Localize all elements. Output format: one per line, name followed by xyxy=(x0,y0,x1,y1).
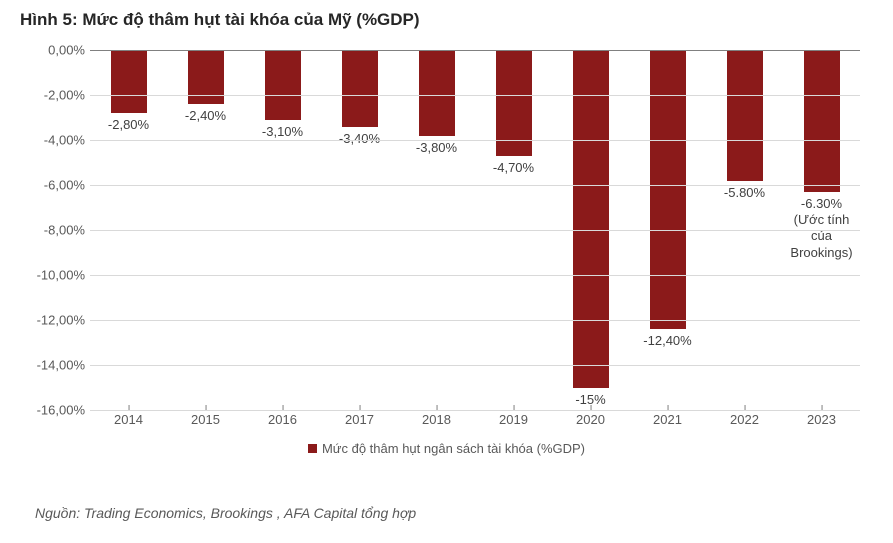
y-tick-label: -8,00% xyxy=(20,223,85,238)
x-tick-label: 2018 xyxy=(422,412,451,427)
x-tick-mark xyxy=(590,405,591,410)
grid-line xyxy=(90,230,860,231)
x-tick-mark xyxy=(359,405,360,410)
bar xyxy=(342,50,378,127)
bar xyxy=(727,50,763,181)
grid-line xyxy=(90,140,860,141)
grid-line xyxy=(90,95,860,96)
grid-line xyxy=(90,185,860,186)
baseline xyxy=(90,50,860,51)
legend-swatch xyxy=(308,444,317,453)
y-tick-label: -4,00% xyxy=(20,133,85,148)
legend: Mức độ thâm hụt ngân sách tài khóa (%GDP… xyxy=(20,440,873,456)
legend-text: Mức độ thâm hụt ngân sách tài khóa (%GDP… xyxy=(322,441,585,456)
bar-value-label: -3,10% xyxy=(262,124,303,140)
bar-value-label: -2,80% xyxy=(108,117,149,133)
x-tick-label: 2022 xyxy=(730,412,759,427)
x-tick-label: 2017 xyxy=(345,412,374,427)
bar xyxy=(111,50,147,113)
x-tick-label: 2020 xyxy=(576,412,605,427)
x-tick-mark xyxy=(282,405,283,410)
x-tick-mark xyxy=(205,405,206,410)
chart-title: Hình 5: Mức độ thâm hụt tài khóa của Mỹ … xyxy=(0,0,893,30)
plot-area: -2,80%-2,40%-3,10%-3,40%-3,80%-4,70%-15%… xyxy=(90,50,860,410)
x-tick-mark xyxy=(667,405,668,410)
y-tick-label: -12,00% xyxy=(20,313,85,328)
bar xyxy=(804,50,840,192)
chart-frame: 0,00% -2,00% -4,00% -6,00% -8,00% -10,00% -12,… xyxy=(20,40,873,460)
x-tick-label: 2023 xyxy=(807,412,836,427)
x-tick-label: 2014 xyxy=(114,412,143,427)
bar-value-label: -3,80% xyxy=(416,140,457,156)
bar xyxy=(419,50,455,136)
x-tick-label: 2021 xyxy=(653,412,682,427)
y-tick-label: -2,00% xyxy=(20,88,85,103)
bar-value-label: -2,40% xyxy=(185,108,226,124)
bar xyxy=(573,50,609,388)
source-text: Nguồn: Trading Economics, Brookings , AF… xyxy=(35,505,416,521)
bar-value-label: -5.80% xyxy=(724,185,765,201)
y-tick-label: -10,00% xyxy=(20,268,85,283)
y-tick-label: -14,00% xyxy=(20,358,85,373)
grid-line xyxy=(90,365,860,366)
x-tick-mark xyxy=(744,405,745,410)
bar xyxy=(265,50,301,120)
y-tick-label: -16,00% xyxy=(20,403,85,418)
x-tick-mark xyxy=(128,405,129,410)
x-tick-label: 2015 xyxy=(191,412,220,427)
bar-value-label: -12,40% xyxy=(643,333,691,349)
bar-value-label: -4,70% xyxy=(493,160,534,176)
grid-line xyxy=(90,275,860,276)
x-tick-mark xyxy=(436,405,437,410)
bar-value-label: -3,40% xyxy=(339,131,380,147)
grid-line xyxy=(90,410,860,411)
y-tick-label: -6,00% xyxy=(20,178,85,193)
bar xyxy=(650,50,686,329)
y-tick-label: 0,00% xyxy=(20,43,85,58)
x-tick-mark xyxy=(513,405,514,410)
x-tick-label: 2019 xyxy=(499,412,528,427)
bar-value-label: -6.30%(Ước tínhcủaBrookings) xyxy=(790,196,852,261)
y-axis: 0,00%-2,00%-4,00%-6,00%-8,00%-10,00%-12,… xyxy=(20,50,85,410)
x-tick-label: 2016 xyxy=(268,412,297,427)
x-axis: 2014 2015 2016 2017 2018 2019 2020 2021 2022 2023 xyxy=(90,412,860,432)
grid-line xyxy=(90,320,860,321)
x-tick-mark xyxy=(821,405,822,410)
